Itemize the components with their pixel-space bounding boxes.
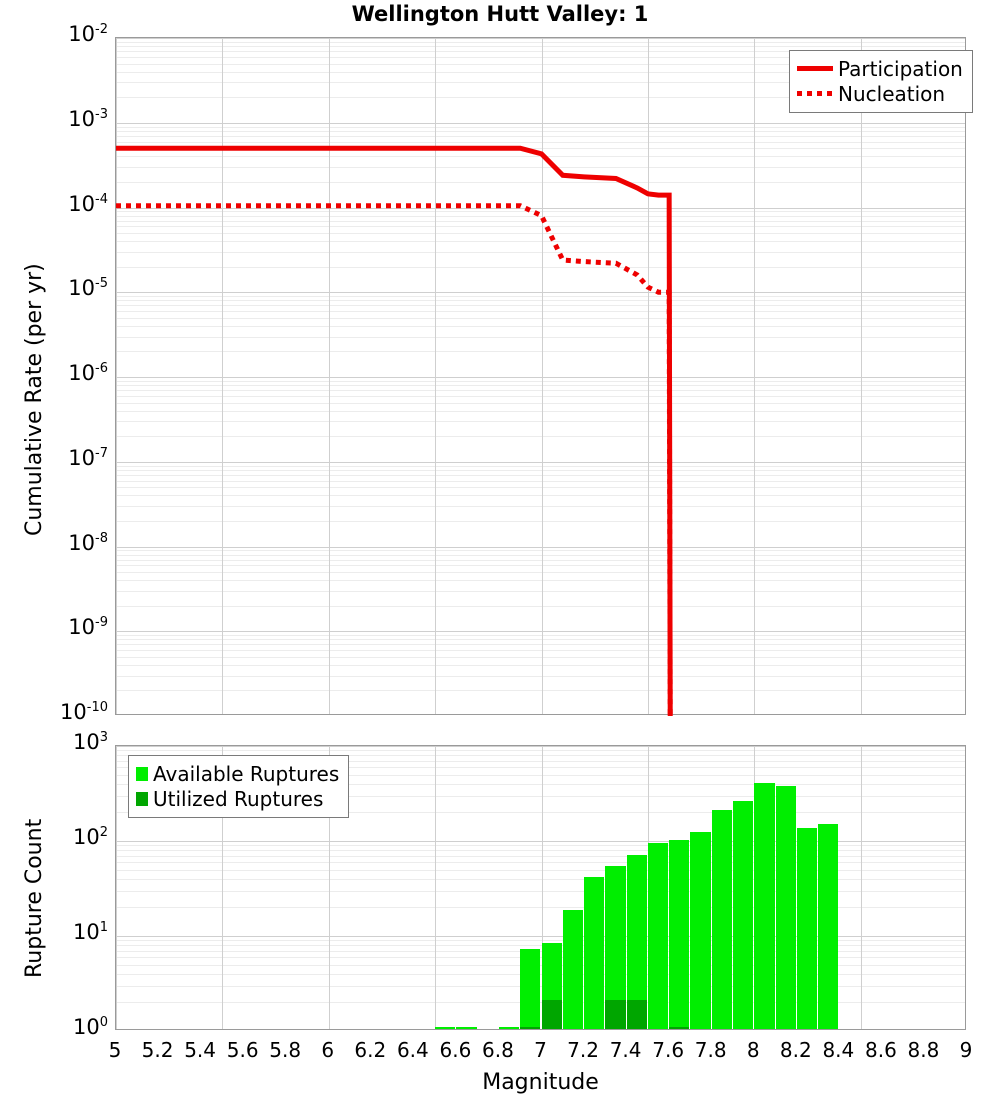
x-tick-label: 5.4 xyxy=(184,1038,216,1062)
x-tick-label: 8.6 xyxy=(864,1038,897,1062)
histogram-bar xyxy=(647,843,669,1029)
x-tick-label: 8 xyxy=(746,1038,760,1062)
x-tick-label: 5.8 xyxy=(269,1038,302,1062)
legend-item-utilized-ruptures: Utilized Ruptures xyxy=(136,786,339,811)
histogram-bar xyxy=(435,1027,456,1029)
y-tick-label: 102 xyxy=(72,825,108,849)
legend-item-participation: Participation xyxy=(797,56,963,81)
y-tick-label: 100 xyxy=(72,1015,108,1039)
top-y-axis-title: Cumulative Rate (per yr) xyxy=(22,263,47,536)
solid-line-icon xyxy=(797,66,833,71)
x-tick-label: 7.2 xyxy=(567,1038,599,1062)
y-tick-label: 10-5 xyxy=(68,276,108,301)
histogram-bar xyxy=(669,839,690,1029)
y-tick-label: 10-7 xyxy=(68,445,108,470)
legend-label-utilized-ruptures: Utilized Ruptures xyxy=(153,786,324,811)
bottom-y-axis-title: Rupture Count xyxy=(22,818,47,978)
x-axis-title: Magnitude xyxy=(482,1070,599,1095)
y-tick-label: 101 xyxy=(72,920,108,944)
x-tick-label: 7.4 xyxy=(609,1038,642,1062)
cumulative-rate-plot xyxy=(115,37,966,717)
x-tick-label: 7.6 xyxy=(652,1038,685,1062)
dotted-line-icon xyxy=(797,91,833,96)
series-nucleation xyxy=(116,203,673,717)
available-swatch-icon xyxy=(136,766,148,781)
histogram-bar xyxy=(796,828,818,1029)
x-tick-label: 6.4 xyxy=(396,1038,429,1062)
x-tick-label: 7.8 xyxy=(694,1038,727,1062)
top-plot-legend: Participation Nucleation xyxy=(789,50,973,113)
y-tick-label: 10-3 xyxy=(68,106,108,131)
x-tick-label: 6.8 xyxy=(482,1038,514,1062)
histogram-bar xyxy=(605,866,626,1029)
series-participation xyxy=(116,145,673,717)
x-tick-label: 8.8 xyxy=(907,1038,940,1062)
histogram-bar xyxy=(562,909,584,1029)
top-plot-gridlines xyxy=(116,38,965,714)
x-tick-label: 6 xyxy=(321,1038,335,1062)
x-tick-label: 6.6 xyxy=(439,1038,472,1062)
legend-label-participation: Participation xyxy=(838,56,963,81)
histogram-bar xyxy=(690,831,711,1029)
x-tick-label: 7 xyxy=(534,1038,547,1062)
histogram-bar xyxy=(520,948,541,1029)
histogram-bar-utilized xyxy=(626,1000,647,1029)
histogram-bar-utilized xyxy=(541,1000,562,1029)
histogram-bar-utilized xyxy=(605,1000,626,1029)
y-tick-label: 10-6 xyxy=(68,361,108,385)
y-tick-label: 10-10 xyxy=(60,700,108,724)
y-tick-label: 10-9 xyxy=(68,615,108,640)
y-tick-label: 10-8 xyxy=(68,530,108,555)
histogram-bar xyxy=(711,810,732,1029)
x-tick-label: 5.2 xyxy=(141,1038,174,1062)
utilized-swatch-icon xyxy=(136,791,148,806)
histogram-bar-utilized xyxy=(669,1027,690,1029)
rate-curves xyxy=(116,145,673,717)
x-tick-label: 5 xyxy=(108,1038,122,1062)
legend-item-available-ruptures: Available Ruptures xyxy=(136,761,339,786)
x-tick-label: 6.2 xyxy=(354,1038,387,1062)
histogram-bar xyxy=(498,1027,520,1029)
histogram-bar xyxy=(733,801,754,1029)
legend-label-available-ruptures: Available Ruptures xyxy=(153,761,340,786)
histogram-bar xyxy=(626,854,647,1029)
histogram-bar xyxy=(775,786,796,1029)
histogram-bar xyxy=(818,823,839,1029)
x-tick-label: 8.4 xyxy=(822,1038,855,1062)
figure-title: Wellington Hutt Valley: 1 xyxy=(351,2,649,26)
x-tick-label: 5.6 xyxy=(226,1038,259,1062)
x-tick-label: 8.2 xyxy=(779,1038,812,1062)
histogram-bar xyxy=(584,876,605,1029)
legend-item-nucleation: Nucleation xyxy=(797,81,963,106)
histogram-bar xyxy=(541,943,562,1029)
y-tick-label: 10-4 xyxy=(68,191,108,216)
histogram-bar xyxy=(456,1027,477,1029)
bottom-plot-legend: Available Ruptures Utilized Ruptures xyxy=(128,755,350,818)
histogram-bar-utilized xyxy=(520,1027,541,1029)
y-tick-label: 10-2 xyxy=(68,22,108,46)
rupture-histogram xyxy=(116,746,965,1029)
x-tick-label: 9 xyxy=(959,1038,973,1062)
y-tick-label: 103 xyxy=(72,730,108,754)
legend-label-nucleation: Nucleation xyxy=(838,81,946,106)
histogram-bar xyxy=(754,782,775,1029)
